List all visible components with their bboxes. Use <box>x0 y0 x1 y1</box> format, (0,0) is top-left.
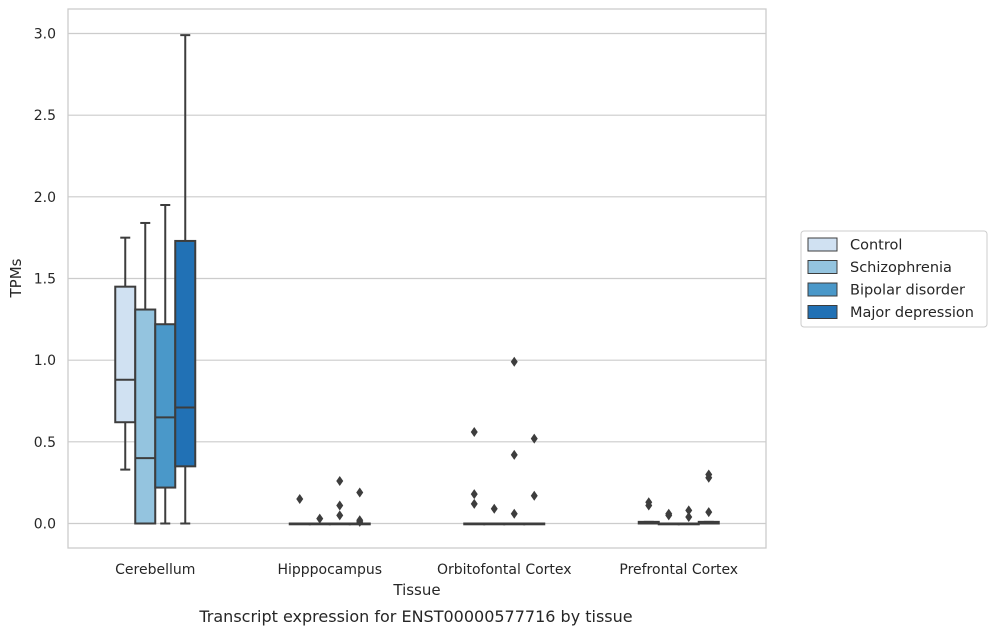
outlier-point <box>665 508 673 519</box>
x-tick-label: Cerebellum <box>115 562 195 578</box>
x-tick-label: Orbitofontal Cortex <box>437 562 572 578</box>
outlier-point <box>490 503 498 514</box>
legend-swatch <box>807 305 838 319</box>
x-tick-label: Prefrontal Cortex <box>619 562 738 578</box>
legend-frame <box>800 230 988 328</box>
outlier-point <box>705 469 713 480</box>
box-body <box>174 239 197 468</box>
outlier-point <box>510 508 518 519</box>
y-tick-label: 1.5 <box>34 272 56 288</box>
outlier-point <box>685 511 693 522</box>
box <box>697 469 720 525</box>
box <box>308 513 331 526</box>
y-axis-label: TPMs <box>7 258 25 298</box>
outlier-point <box>470 427 478 438</box>
outlier-point <box>296 494 304 504</box>
box-series <box>114 34 720 527</box>
box-body <box>114 285 137 424</box>
legend: Control Schizophrenia Bipolar disorder Majo… <box>800 230 988 328</box>
y-tick-labels: 0.0 0.5 1.0 1.5 2.0 2.5 3.0 <box>34 27 56 533</box>
box <box>463 427 486 526</box>
legend-label: Major depression <box>850 305 974 321</box>
y-tick-label: 0.0 <box>34 517 56 533</box>
y-tick-label: 2.0 <box>34 190 56 206</box>
outlier-point <box>530 490 538 501</box>
box <box>657 508 680 526</box>
outlier-point <box>336 510 344 521</box>
box <box>677 505 700 526</box>
box <box>134 221 157 525</box>
y-tick-label: 2.5 <box>34 108 56 124</box>
box <box>114 236 137 471</box>
legend-swatch <box>807 237 838 252</box>
box <box>523 433 546 526</box>
x-tick-label: Hipppocampus <box>277 562 382 578</box>
outlier-point <box>356 487 364 498</box>
box <box>503 356 526 526</box>
outlier-point <box>356 515 364 526</box>
box-body <box>154 323 177 489</box>
y-tick-label: 0.5 <box>34 435 56 451</box>
box <box>483 503 506 526</box>
box <box>328 476 351 526</box>
outlier-point <box>336 476 344 487</box>
box-body <box>134 308 157 525</box>
outlier-point <box>685 505 693 516</box>
box <box>288 494 311 526</box>
legend-label: Schizophrenia <box>850 260 952 276</box>
plot-area-frame <box>67 8 767 549</box>
x-tick-labels: Cerebellum Hipppocampus Orbitofontal Corte… <box>115 562 738 578</box>
outlier-point <box>705 507 713 518</box>
y-tick-label: 3.0 <box>34 27 56 43</box>
legend-label: Control <box>850 238 902 254</box>
y-tick-label: 1.0 <box>34 353 56 369</box>
legend-swatch <box>807 260 838 274</box>
box <box>348 487 371 527</box>
outlier-point <box>336 500 344 511</box>
box <box>174 34 197 525</box>
outlier-point <box>645 497 653 508</box>
box <box>154 204 177 525</box>
box <box>637 497 660 525</box>
outlier-point <box>470 498 478 509</box>
outlier-point <box>510 356 518 367</box>
legend-label: Bipolar disorder <box>850 283 965 299</box>
chart-caption: Transcript expression for ENST0000057771… <box>198 607 632 626</box>
x-axis-label: Tissue <box>392 581 440 599</box>
outlier-point <box>316 513 324 524</box>
outlier-point <box>510 449 518 460</box>
outlier-point <box>530 433 538 444</box>
legend-swatch <box>807 282 838 297</box>
outlier-point <box>470 489 478 500</box>
